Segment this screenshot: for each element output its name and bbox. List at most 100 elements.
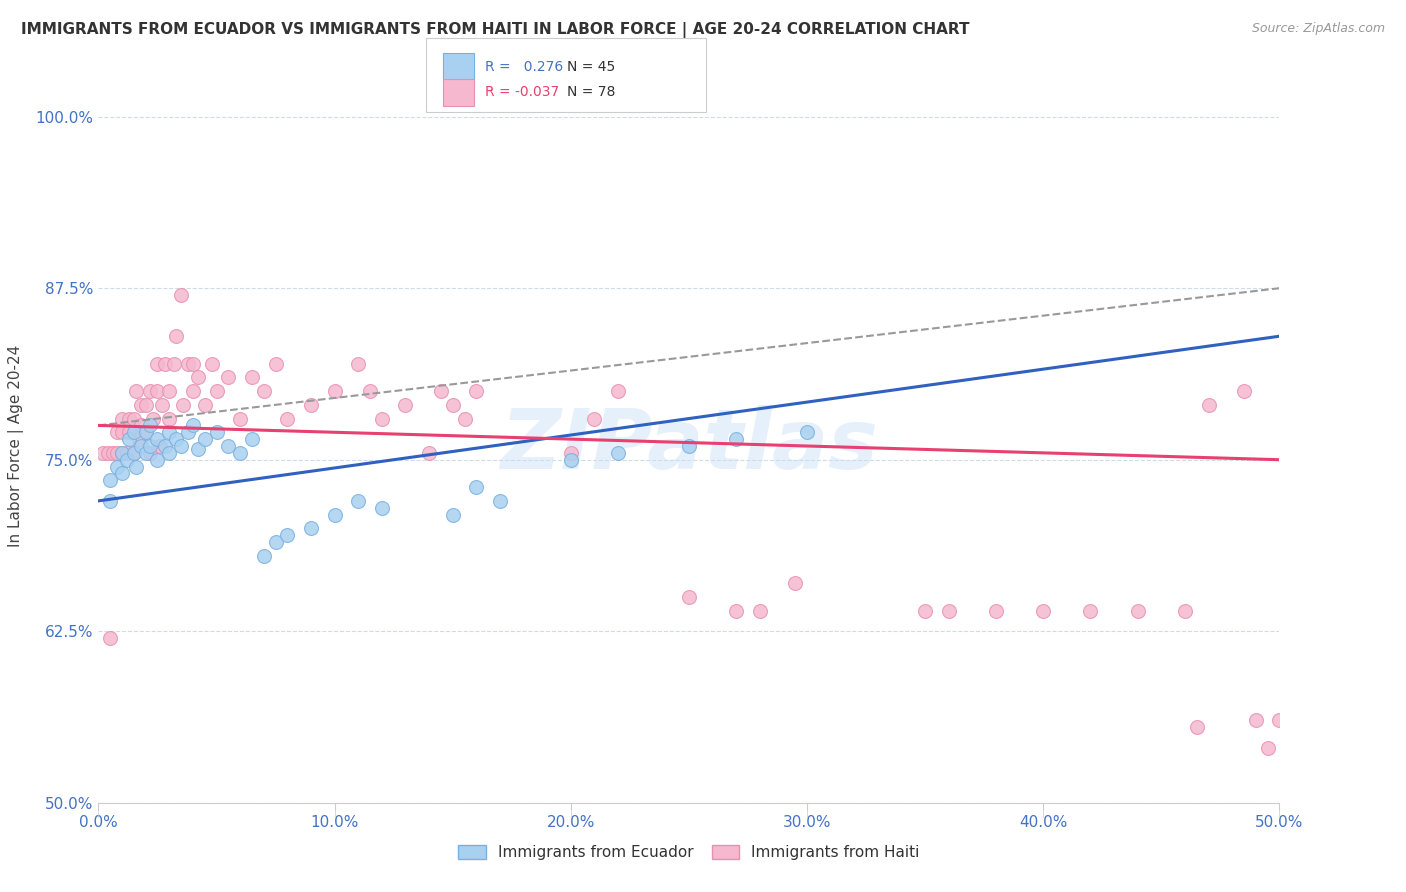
Point bbox=[157, 384, 180, 398]
Point bbox=[111, 425, 134, 440]
Point bbox=[118, 425, 141, 440]
Y-axis label: In Labor Force | Age 20-24: In Labor Force | Age 20-24 bbox=[8, 345, 24, 547]
Text: R = -0.037: R = -0.037 bbox=[485, 86, 560, 99]
Point bbox=[938, 604, 960, 618]
Point bbox=[229, 411, 252, 425]
Point bbox=[253, 549, 276, 563]
Point bbox=[139, 384, 162, 398]
Text: IMMIGRANTS FROM ECUADOR VS IMMIGRANTS FROM HAITI IN LABOR FORCE | AGE 20-24 CORR: IMMIGRANTS FROM ECUADOR VS IMMIGRANTS FR… bbox=[21, 22, 970, 38]
Point bbox=[560, 452, 582, 467]
Point bbox=[1244, 714, 1267, 728]
Point bbox=[187, 442, 209, 456]
Point bbox=[489, 494, 512, 508]
Point bbox=[153, 357, 176, 371]
Point bbox=[146, 452, 169, 467]
Point bbox=[146, 432, 169, 446]
Point bbox=[430, 384, 453, 398]
Point bbox=[98, 631, 121, 645]
Point bbox=[111, 446, 134, 460]
Point bbox=[157, 425, 180, 440]
Point bbox=[187, 370, 209, 384]
Point bbox=[441, 508, 464, 522]
Point bbox=[607, 446, 630, 460]
Point bbox=[205, 425, 228, 440]
Point bbox=[465, 384, 488, 398]
Point bbox=[105, 459, 128, 474]
Point bbox=[122, 446, 145, 460]
Point bbox=[441, 398, 464, 412]
Point bbox=[984, 604, 1007, 618]
Point bbox=[98, 494, 121, 508]
Point bbox=[299, 398, 322, 412]
Text: ZIPatlas: ZIPatlas bbox=[501, 406, 877, 486]
Point bbox=[105, 446, 128, 460]
Point bbox=[359, 384, 381, 398]
Point bbox=[122, 425, 145, 440]
Point bbox=[149, 439, 172, 453]
Point bbox=[98, 473, 121, 487]
Point bbox=[170, 288, 193, 302]
Point bbox=[1126, 604, 1149, 618]
Point bbox=[91, 446, 114, 460]
Point bbox=[607, 384, 630, 398]
Point bbox=[165, 329, 187, 343]
Point bbox=[157, 446, 180, 460]
Point bbox=[253, 384, 276, 398]
Point bbox=[135, 425, 157, 440]
Point bbox=[177, 357, 200, 371]
Point bbox=[264, 535, 287, 549]
Point bbox=[1032, 604, 1054, 618]
Point bbox=[264, 357, 287, 371]
Point bbox=[725, 432, 748, 446]
Point bbox=[163, 357, 186, 371]
Point bbox=[129, 418, 152, 433]
Point bbox=[725, 604, 748, 618]
Point bbox=[785, 576, 807, 591]
Point bbox=[194, 398, 217, 412]
Point bbox=[111, 411, 134, 425]
Point bbox=[125, 459, 148, 474]
Point bbox=[122, 446, 145, 460]
Point bbox=[139, 439, 162, 453]
Point bbox=[177, 425, 200, 440]
Point bbox=[157, 411, 180, 425]
Point bbox=[129, 398, 152, 412]
Point bbox=[1198, 398, 1220, 412]
Point bbox=[217, 439, 239, 453]
Text: Source: ZipAtlas.com: Source: ZipAtlas.com bbox=[1251, 22, 1385, 36]
Point bbox=[453, 411, 475, 425]
Point bbox=[165, 432, 187, 446]
Legend: Immigrants from Ecuador, Immigrants from Haiti: Immigrants from Ecuador, Immigrants from… bbox=[451, 839, 927, 866]
Point bbox=[111, 446, 134, 460]
Point bbox=[170, 439, 193, 453]
Point bbox=[240, 370, 263, 384]
Point bbox=[347, 357, 370, 371]
Point bbox=[181, 357, 204, 371]
Point bbox=[139, 446, 162, 460]
Point bbox=[347, 494, 370, 508]
Point bbox=[111, 467, 134, 481]
Point bbox=[205, 384, 228, 398]
Point bbox=[394, 398, 416, 412]
Point bbox=[142, 411, 165, 425]
Point bbox=[371, 411, 394, 425]
Point bbox=[583, 411, 606, 425]
Point bbox=[229, 446, 252, 460]
Point bbox=[371, 500, 394, 515]
Point bbox=[135, 446, 157, 460]
Point bbox=[146, 357, 169, 371]
Point bbox=[276, 528, 298, 542]
Point bbox=[139, 418, 162, 433]
Point bbox=[118, 432, 141, 446]
Point bbox=[135, 398, 157, 412]
Text: N = 78: N = 78 bbox=[567, 86, 614, 99]
Point bbox=[125, 384, 148, 398]
Point bbox=[276, 411, 298, 425]
Point bbox=[194, 432, 217, 446]
Point bbox=[115, 446, 138, 460]
Point bbox=[323, 508, 346, 522]
Point bbox=[115, 452, 138, 467]
Point bbox=[135, 425, 157, 440]
Point bbox=[217, 370, 239, 384]
Point bbox=[678, 439, 700, 453]
